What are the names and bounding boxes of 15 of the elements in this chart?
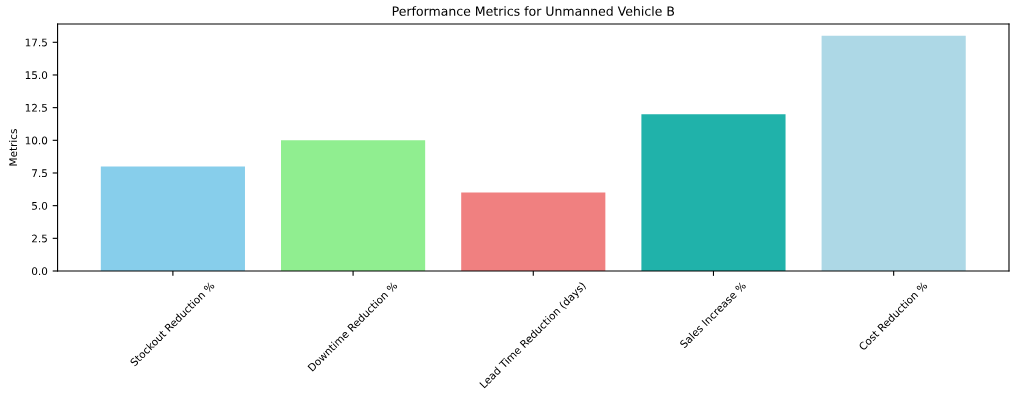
y-tick-label: 10.0 [25,136,48,145]
y-tick-label: 15.0 [25,71,48,80]
y-axis-title: Metrics [9,129,18,166]
y-tick-label: 5.0 [32,201,48,210]
bar [821,35,966,271]
y-tick-label: 12.5 [25,103,47,112]
y-tick-label: 17.5 [25,38,47,47]
bar [641,114,786,271]
bar [461,192,606,271]
bar [100,166,245,271]
chart-title: Performance Metrics for Unmanned Vehicle B [392,6,675,16]
y-tick-label: 2.5 [32,234,47,243]
bar [281,140,426,271]
y-tick-label: 0.0 [31,267,48,276]
y-tick-label: 7.5 [32,169,47,178]
